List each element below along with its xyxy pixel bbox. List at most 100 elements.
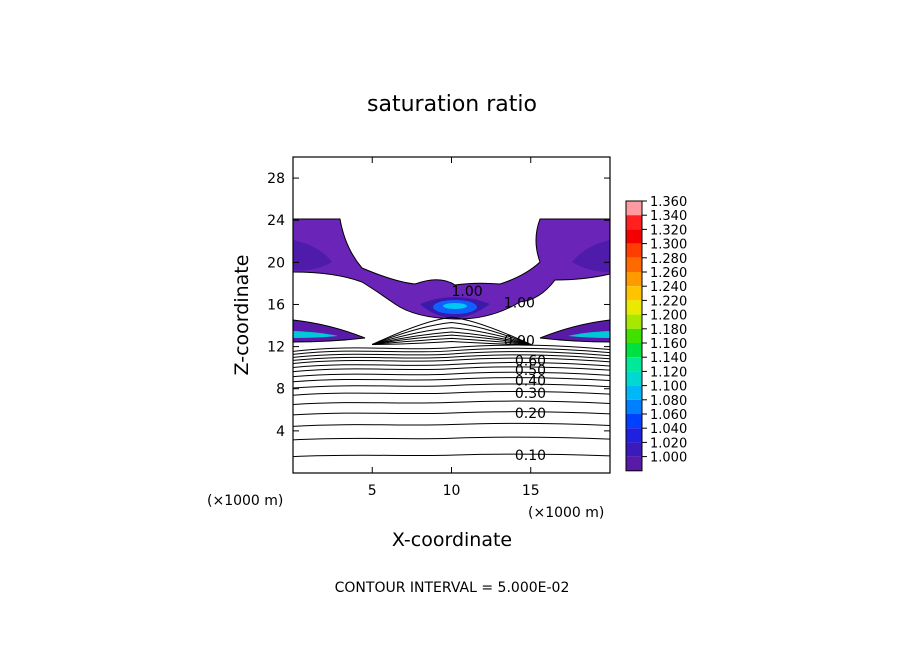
contour-line	[293, 347, 610, 355]
colorbar-label: 1.120	[650, 365, 687, 380]
colorbar-swatch	[626, 215, 642, 230]
colorbar: 1.3601.3401.3201.3001.2801.2601.2401.220…	[625, 195, 687, 472]
contour-line	[293, 383, 610, 389]
contour-label: 1.00	[452, 284, 483, 300]
colorbar-label: 1.100	[650, 380, 687, 395]
band-right	[539, 319, 610, 343]
x-tick-label: 10	[443, 483, 461, 499]
contour-label: 0.90	[504, 333, 535, 349]
colorbar-label: 1.340	[650, 209, 687, 224]
contour-line	[372, 334, 531, 345]
colorbar-label: 1.360	[650, 195, 687, 210]
colorbar-swatch	[626, 286, 642, 301]
contour-label: 0.30	[515, 386, 546, 402]
contour-line	[372, 331, 531, 345]
contour-line	[293, 422, 610, 427]
colorbar-label: 1.260	[650, 266, 687, 281]
colorbar-swatch	[626, 456, 642, 471]
colorbar-label: 1.220	[650, 294, 687, 309]
contour-line	[293, 436, 610, 441]
region-shade-right	[572, 240, 610, 272]
core-cyan	[443, 303, 467, 309]
colorbar-label: 1.160	[650, 337, 687, 352]
y-axis-label: Z-coordinate	[231, 255, 253, 376]
region-shade-left	[293, 240, 332, 271]
colorbar-swatch	[626, 385, 642, 400]
chart-title: saturation ratio	[367, 92, 537, 117]
colorbar-label: 1.140	[650, 351, 687, 366]
colorbar-swatch	[626, 399, 642, 414]
colorbar-swatch	[626, 442, 642, 457]
colorbar-swatch	[626, 243, 642, 258]
contour-line	[293, 351, 610, 358]
contour-line	[372, 327, 531, 345]
contour-line	[293, 400, 610, 406]
contour-field	[293, 218, 610, 458]
axis-ticks: 5 10 15 4 8 12 16 20 24 28	[267, 157, 610, 499]
contour-line	[372, 322, 531, 345]
region-left-upper	[293, 218, 610, 320]
contour-label: 0.20	[515, 406, 546, 422]
colorbar-swatch	[626, 314, 642, 329]
contour-interval-note: CONTOUR INTERVAL = 5.000E-02	[335, 580, 570, 596]
colorbar-swatch	[626, 300, 642, 315]
band-left-cyan	[293, 331, 338, 338]
colorbar-swatch	[626, 257, 642, 272]
contour-lines	[293, 316, 610, 458]
contour-label: 0.40	[515, 373, 546, 389]
colorbar-swatch	[626, 328, 642, 343]
colorbar-swatch	[626, 343, 642, 358]
contour-line	[293, 411, 610, 416]
contour-line	[372, 316, 531, 345]
contour-label: 0.50	[515, 363, 546, 379]
colorbar-swatch	[626, 428, 642, 443]
contour-line	[293, 366, 610, 373]
y-tick-label: 28	[267, 171, 285, 187]
contour-label: 0.60	[515, 353, 546, 369]
colorbar-label: 1.060	[650, 408, 687, 423]
band-right-cyan	[568, 331, 610, 338]
contour-line	[293, 376, 610, 383]
x-axis-label: X-coordinate	[392, 529, 512, 551]
contour-line	[293, 361, 610, 369]
colorbar-swatch	[626, 229, 642, 244]
colorbar-label: 1.000	[650, 451, 687, 466]
y-tick-label: 4	[276, 424, 285, 440]
contour-line	[372, 340, 531, 345]
contour-label: 0.10	[515, 448, 546, 464]
y-tick-label: 24	[267, 213, 285, 229]
contour-label: 1.00	[504, 295, 535, 311]
colorbar-swatch	[626, 371, 642, 386]
y-tick-label: 8	[276, 382, 285, 398]
colorbar-label: 1.040	[650, 422, 687, 437]
colorbar-label: 1.180	[650, 323, 687, 338]
contour-line	[293, 354, 610, 361]
colorbar-frame	[625, 200, 643, 472]
contour-line	[293, 371, 610, 378]
contour-line	[293, 344, 610, 352]
colorbar-swatch	[626, 414, 642, 429]
x-tick-label: 5	[368, 483, 377, 499]
colorbar-label: 1.300	[650, 238, 687, 253]
y-tick-label: 16	[267, 297, 285, 313]
contour-line	[293, 453, 610, 458]
colorbar-label: 1.240	[650, 280, 687, 295]
y-tick-label: 20	[267, 255, 285, 271]
contour-label-layer: 0.10 0.20 0.300.400.500.60 0.90 1.00 1.00	[452, 284, 547, 464]
x-unit-label-right: (×1000 m)	[528, 505, 604, 521]
contour-line	[372, 337, 531, 345]
colorbar-label: 1.020	[650, 436, 687, 451]
x-tick-label: 15	[522, 483, 540, 499]
colorbar-swatch	[626, 357, 642, 372]
x-unit-label-left: (×1000 m)	[207, 493, 283, 509]
colorbar-label: 1.320	[650, 223, 687, 238]
contour-line	[293, 357, 610, 364]
contour-line	[293, 390, 610, 396]
y-tick-label: 12	[267, 340, 285, 356]
colorbar-label: 1.280	[650, 252, 687, 267]
colorbar-label: 1.200	[650, 309, 687, 324]
colorbar-label: 1.080	[650, 394, 687, 409]
band-left	[293, 319, 366, 343]
colorbar-swatch	[626, 272, 642, 287]
